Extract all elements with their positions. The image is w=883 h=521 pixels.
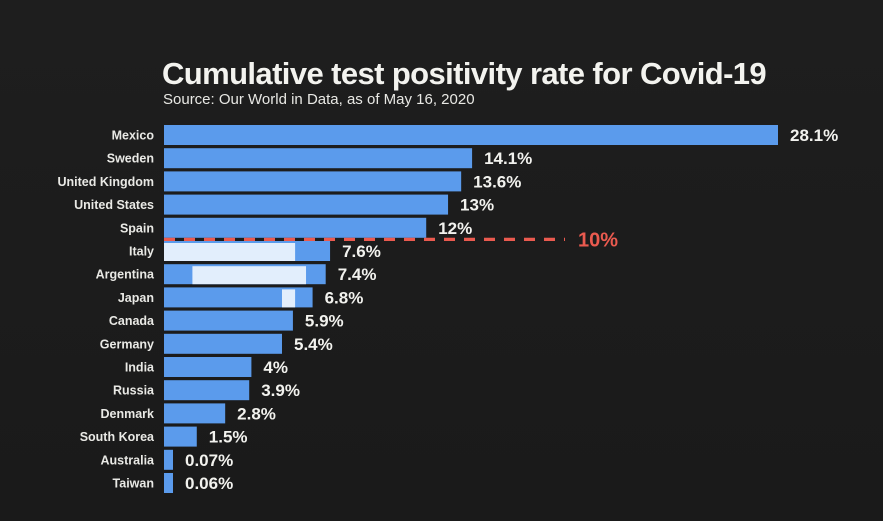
- bar-mexico: [164, 125, 778, 145]
- value-label-spain: 12%: [438, 219, 472, 238]
- value-label-canada: 5.9%: [305, 312, 344, 331]
- category-label-united-states: United States: [74, 198, 154, 212]
- category-label-taiwan: Taiwan: [113, 477, 154, 491]
- value-label-germany: 5.4%: [294, 335, 333, 354]
- value-label-taiwan: 0.06%: [185, 474, 233, 493]
- bar-canada: [164, 310, 293, 331]
- reference-line-label: 10%: [578, 229, 618, 251]
- bar-germany: [164, 333, 282, 354]
- value-label-united-kingdom: 13.6%: [473, 172, 521, 191]
- category-label-argentina: Argentina: [96, 268, 155, 282]
- labels-layer: Mexico 28.1% Sweden 14.1% United Kingdom 13.6…: [57, 126, 838, 493]
- category-label-mexico: Mexico: [112, 129, 155, 143]
- reference-layer: 10%: [164, 229, 618, 251]
- bar-united-states: [164, 194, 449, 215]
- bar-japan: [164, 287, 313, 308]
- category-label-germany: Germany: [100, 337, 154, 351]
- value-label-russia: 3.9%: [261, 381, 300, 400]
- category-label-united-kingdom: United Kingdom: [57, 175, 154, 189]
- chart-subtitle: Source: Our World in Data, as of May 16,…: [163, 91, 475, 108]
- value-label-united-states: 13%: [460, 196, 494, 215]
- value-label-argentina: 7.4%: [338, 265, 377, 284]
- bar-russia: [164, 380, 250, 401]
- value-label-sweden: 14.1%: [484, 149, 532, 168]
- category-label-russia: Russia: [113, 384, 155, 398]
- category-label-south-korea: South Korea: [80, 430, 155, 444]
- value-label-italy: 7.6%: [342, 242, 381, 261]
- category-label-sweden: Sweden: [107, 152, 154, 166]
- highlight-argentina: [192, 266, 307, 285]
- bar-india: [164, 357, 252, 377]
- value-label-australia: 0.07%: [185, 451, 233, 470]
- chart-title: Cumulative test positivity rate for Covi…: [162, 56, 767, 91]
- bar-taiwan: [164, 473, 173, 493]
- bar-australia: [164, 449, 173, 470]
- value-label-mexico: 28.1%: [790, 126, 838, 145]
- bar-spain: [164, 217, 427, 238]
- value-label-japan: 6.8%: [325, 288, 364, 307]
- category-label-italy: Italy: [129, 245, 154, 259]
- category-label-india: India: [125, 361, 155, 375]
- value-label-india: 4%: [263, 358, 288, 377]
- category-label-australia: Australia: [101, 453, 156, 467]
- bar-united-kingdom: [164, 171, 462, 192]
- bar-sweden: [164, 148, 473, 169]
- category-label-spain: Spain: [120, 221, 154, 235]
- value-label-denmark: 2.8%: [237, 404, 276, 423]
- category-label-canada: Canada: [109, 314, 155, 328]
- highlight-japan: [281, 289, 296, 308]
- bar-south-korea: [164, 426, 197, 447]
- bars-layer: [164, 125, 778, 493]
- bar-denmark: [164, 403, 226, 424]
- category-label-japan: Japan: [118, 291, 154, 305]
- category-label-denmark: Denmark: [101, 407, 155, 421]
- highlight-italy: [164, 243, 296, 261]
- value-label-south-korea: 1.5%: [209, 428, 248, 447]
